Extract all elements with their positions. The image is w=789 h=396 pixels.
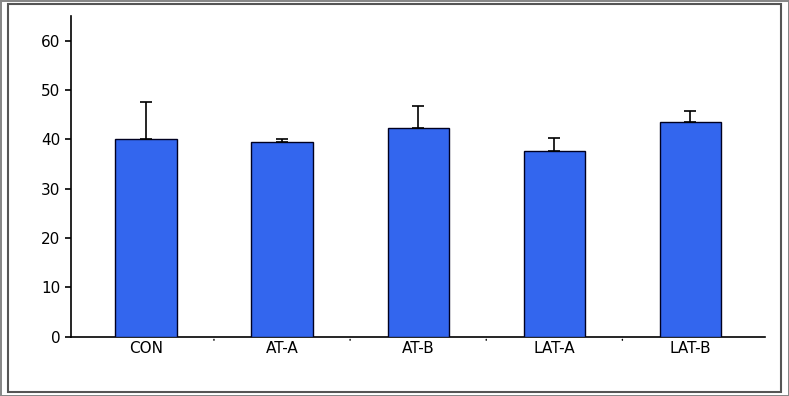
Bar: [252, 142, 312, 337]
Bar: [524, 151, 585, 337]
Bar: [660, 122, 721, 337]
Bar: [115, 139, 177, 337]
Bar: [387, 128, 449, 337]
